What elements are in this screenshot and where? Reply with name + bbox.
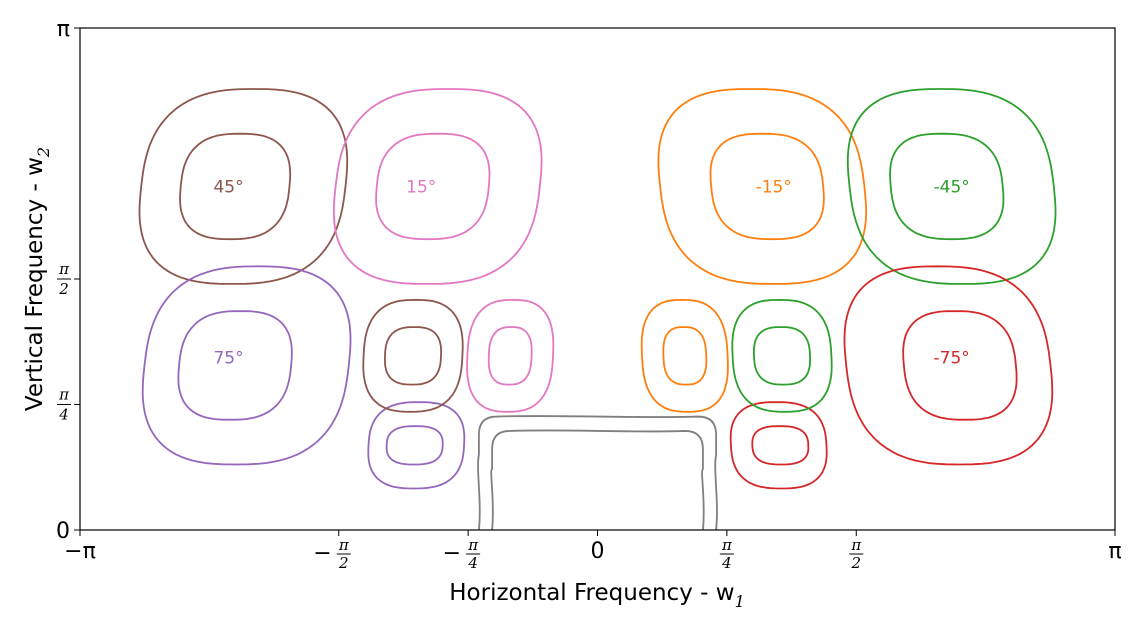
contour-line [751, 425, 810, 466]
x-tick-sign: − [313, 541, 331, 566]
x-tick-label: 0 [591, 539, 605, 564]
contour-line [487, 326, 533, 386]
contour-line [846, 88, 1057, 285]
contour-line [179, 132, 292, 241]
contour-line [385, 425, 444, 466]
y-tick: π [57, 17, 80, 42]
x-axis-label: Horizontal Frequency - w1 [449, 580, 745, 611]
contour-label: 15° [406, 177, 436, 197]
x-tick: −π [64, 530, 96, 564]
contour-label: 45° [213, 177, 243, 197]
contour-series [477, 415, 718, 531]
y-tick-denominator: 4 [58, 405, 69, 423]
x-tick: − π4 [443, 530, 481, 572]
contour-line [902, 310, 1018, 421]
contour-line [753, 326, 812, 386]
contour-label: 75° [213, 348, 243, 368]
contour-line [362, 298, 464, 413]
contour-line [141, 265, 352, 466]
contour-line [138, 88, 349, 285]
contour-line [657, 88, 867, 285]
y-tick-denominator: 2 [58, 280, 69, 298]
contour-label: -45° [934, 177, 970, 197]
x-tick-denominator: 2 [338, 554, 349, 572]
contour-series [731, 298, 833, 413]
contour-series [362, 298, 464, 413]
contour-series: 75° [141, 265, 466, 490]
y-tick-label: π [57, 17, 70, 42]
contour-series: 15° [333, 88, 543, 285]
contour-line [889, 132, 1005, 241]
y-tick: π2 [57, 260, 80, 298]
x-tick: π4 [719, 530, 734, 572]
contour-line [367, 401, 466, 490]
contour-label: -15° [756, 177, 792, 197]
y-tick: 0 [56, 519, 80, 544]
x-tick-denominator: 4 [467, 554, 478, 572]
contour-series [466, 298, 555, 413]
contour-line [477, 415, 718, 531]
x-tick-numerator: π [721, 536, 733, 554]
contour-line [383, 326, 442, 386]
axes-frame [79, 27, 1116, 531]
x-tick-label: −π [64, 539, 96, 564]
x-tick: π2 [849, 530, 864, 572]
x-tick: 0 [591, 530, 605, 564]
contour-series: -75° [729, 265, 1054, 490]
contour-series: 45° [138, 88, 349, 285]
contour-series [640, 298, 729, 413]
contour-line [662, 326, 708, 386]
x-tick-numerator: π [467, 536, 479, 554]
y-tick-numerator: π [58, 260, 70, 278]
y-tick-label: 0 [56, 519, 70, 544]
x-tick-denominator: 2 [850, 554, 861, 572]
contour-line [731, 298, 833, 413]
contour-line [640, 298, 729, 413]
contour-line [490, 429, 705, 531]
plot-area: 45° 15° -15° -45° 75° -75° [138, 88, 1057, 531]
contour-series: -15° [657, 88, 867, 285]
contour-series: -45° [846, 88, 1057, 285]
x-tick-sign: − [443, 541, 461, 566]
x-tick-numerator: π [850, 536, 862, 554]
contour-line [709, 132, 825, 241]
contour-line [843, 265, 1054, 466]
y-axis-label: Vertical Frequency - w2 [22, 147, 53, 411]
contour-line [333, 88, 543, 285]
x-tick: − π2 [313, 530, 351, 572]
x-tick-denominator: 4 [721, 554, 732, 572]
contour-line [177, 310, 293, 421]
x-tick: π [1108, 530, 1122, 564]
contour-line [375, 132, 491, 241]
contour-label: -75° [934, 348, 970, 368]
x-tick-numerator: π [338, 536, 350, 554]
contour-line [729, 401, 828, 490]
y-tick: π4 [57, 385, 80, 423]
contour-line [466, 298, 555, 413]
y-tick-numerator: π [58, 385, 70, 403]
x-tick-label: π [1108, 539, 1121, 564]
